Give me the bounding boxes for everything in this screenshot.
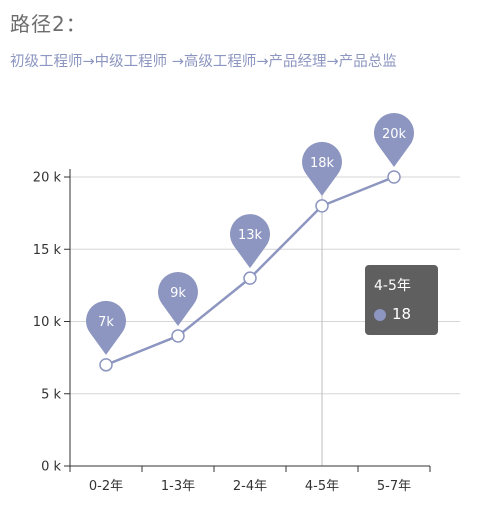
tooltip-series-dot <box>374 309 386 321</box>
x-tick-label: 2-4年 <box>233 479 267 494</box>
point-pin <box>86 300 127 355</box>
series-line <box>105 175 395 367</box>
point-label-layer: 7k 9k 13k 18k 20k <box>86 113 415 355</box>
series-layer <box>99 170 401 372</box>
data-point <box>99 358 113 372</box>
tooltip-value: 18 <box>392 305 412 323</box>
y-tick-label: 15 k <box>33 243 62 258</box>
career-path-text: 初级工程师→中级工程师 →高级工程师→产品经理→产品总监 <box>10 54 397 70</box>
page-title: 路径2： <box>10 12 87 36</box>
axis-layer: 0 k 5 k 10 k 15 k 20 k 0-2年 1-3年 2-4年 4-5年 5-7年 <box>33 169 431 494</box>
point-pin <box>157 271 198 326</box>
point-value-label: 7k <box>98 315 114 330</box>
x-tick-label: 0-2年 <box>89 479 123 494</box>
chart-tooltip: 4-5年 18 <box>365 265 438 335</box>
data-point <box>171 329 185 343</box>
point-value-label: 18k <box>310 156 335 171</box>
x-tick-label: 4-5年 <box>305 479 339 494</box>
data-point <box>387 170 401 184</box>
y-tick-label: 20 k <box>33 171 62 186</box>
point-pin <box>374 113 415 167</box>
point-pin <box>302 141 342 196</box>
y-tick-label: 5 k <box>41 387 61 402</box>
point-value-label: 13k <box>238 228 263 243</box>
point-value-label: 20k <box>382 127 407 142</box>
tooltip-category: 4-5年 <box>374 278 411 294</box>
data-point <box>243 271 257 285</box>
point-value-label: 9k <box>170 286 186 301</box>
point-pin <box>229 214 270 269</box>
data-point <box>315 199 329 213</box>
y-tick-label: 0 k <box>41 460 61 475</box>
x-tick-label: 5-7年 <box>377 479 411 494</box>
y-tick-label: 10 k <box>33 315 62 330</box>
x-tick-label: 1-3年 <box>161 479 195 494</box>
